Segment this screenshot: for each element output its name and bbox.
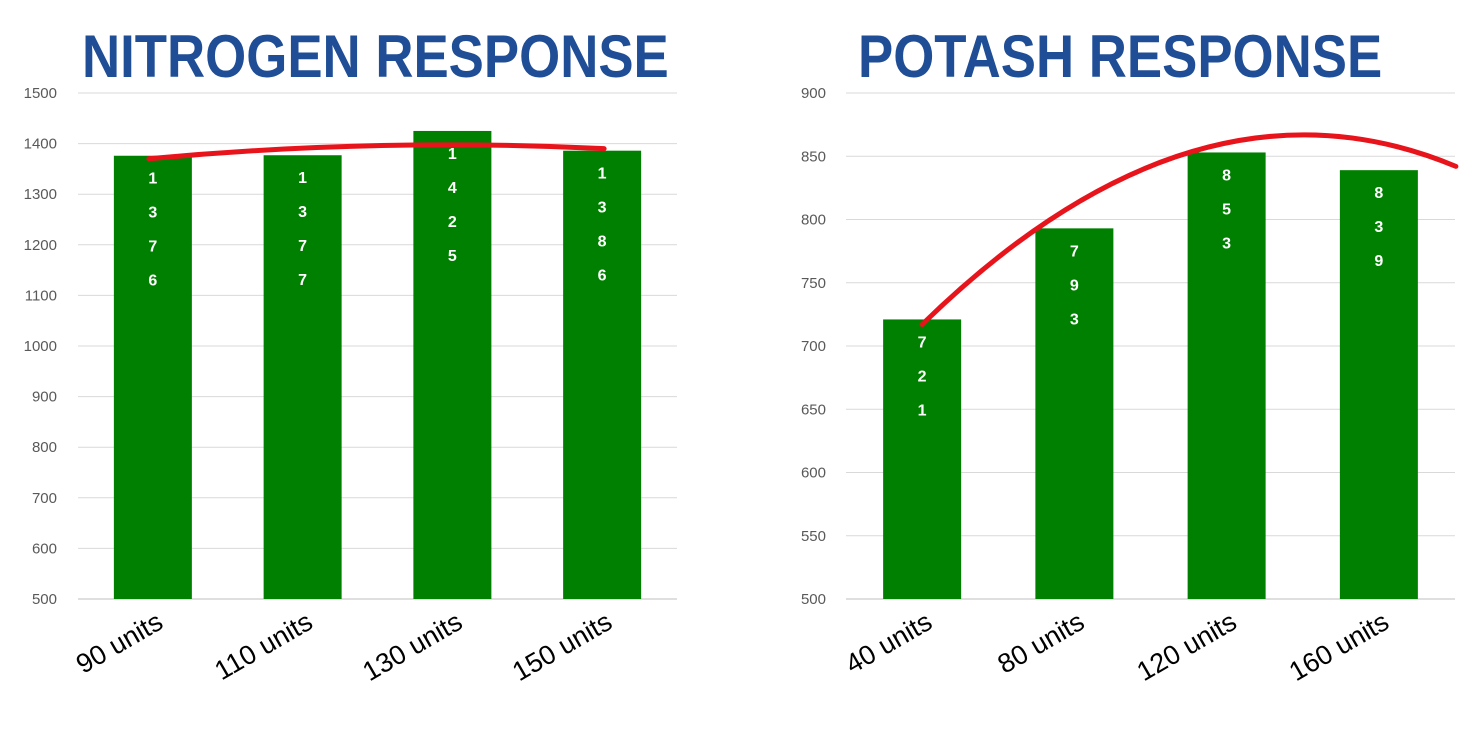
potash-data-label: 7 2 1 bbox=[918, 334, 927, 419]
nitrogen-data-label-digit: 7 bbox=[298, 238, 307, 255]
potash-y-tick-label: 700 bbox=[801, 338, 826, 355]
nitrogen-y-tick-label: 600 bbox=[32, 540, 57, 557]
potash-category-label: 40 units bbox=[840, 606, 937, 679]
potash-data-label-digit: 2 bbox=[918, 368, 927, 385]
nitrogen-data-label: 1 3 7 6 bbox=[148, 171, 157, 290]
nitrogen-data-label: 1 4 2 5 bbox=[448, 146, 457, 265]
nitrogen-data-label-digit: 1 bbox=[148, 171, 157, 188]
nitrogen-bar bbox=[113, 155, 192, 599]
nitrogen-data-label-digit: 3 bbox=[598, 200, 607, 217]
potash-bar bbox=[1035, 228, 1114, 600]
nitrogen-y-tick-label: 1100 bbox=[25, 287, 57, 304]
nitrogen-data-label-digit: 3 bbox=[148, 205, 157, 222]
nitrogen-y-tick-label: 800 bbox=[32, 439, 57, 456]
potash-data-label-digit: 9 bbox=[1374, 253, 1383, 270]
potash-chart-title: POTASH RESPONSE bbox=[858, 23, 1383, 90]
nitrogen-data-label-digit: 3 bbox=[298, 204, 307, 221]
potash-y-tick-label: 550 bbox=[801, 528, 826, 545]
nitrogen-bar bbox=[263, 155, 342, 599]
nitrogen-data-label: 1 3 7 7 bbox=[298, 170, 307, 289]
potash-y-tick-label: 800 bbox=[801, 212, 826, 229]
potash-category-label: 120 units bbox=[1132, 606, 1242, 687]
nitrogen-bar bbox=[563, 150, 642, 599]
nitrogen-data-label-digit: 2 bbox=[448, 214, 457, 231]
nitrogen-y-tick-label: 1400 bbox=[24, 136, 57, 153]
potash-category-label: 80 units bbox=[992, 606, 1089, 679]
nitrogen-data-label-digit: 4 bbox=[448, 180, 457, 197]
potash-category-label: 160 units bbox=[1284, 606, 1394, 687]
nitrogen-data-label-digit: 6 bbox=[598, 268, 607, 285]
nitrogen-chart-title: NITROGEN RESPONSE bbox=[82, 23, 669, 90]
nitrogen-data-label: 1 3 8 6 bbox=[598, 166, 607, 285]
nitrogen-data-label-digit: 7 bbox=[148, 239, 157, 256]
potash-data-label-digit: 8 bbox=[1374, 185, 1383, 202]
nitrogen-y-tick-label: 1500 bbox=[24, 85, 57, 102]
nitrogen-y-tick-label: 700 bbox=[32, 490, 57, 507]
potash-y-tick-label: 600 bbox=[801, 465, 826, 482]
nitrogen-data-label-digit: 1 bbox=[448, 146, 457, 163]
nitrogen-y-tick-label: 1200 bbox=[24, 237, 57, 254]
potash-data-label-digit: 5 bbox=[1222, 201, 1231, 218]
potash-data-label: 8 5 3 bbox=[1222, 167, 1231, 252]
potash-data-label-digit: 9 bbox=[1070, 277, 1079, 294]
nitrogen-y-tick-label: 900 bbox=[32, 389, 57, 406]
potash-data-label: 8 3 9 bbox=[1374, 185, 1383, 270]
nitrogen-y-tick-label: 1000 bbox=[24, 338, 57, 355]
potash-data-label-digit: 1 bbox=[918, 402, 927, 419]
potash-bar bbox=[1187, 152, 1266, 599]
nitrogen-trend-line bbox=[146, 142, 607, 162]
potash-y-tick-label: 500 bbox=[801, 591, 826, 608]
potash-y-tick-label: 900 bbox=[801, 85, 826, 102]
potash-bar bbox=[1339, 170, 1418, 600]
nitrogen-data-label-digit: 6 bbox=[148, 273, 157, 290]
nitrogen-data-label-digit: 1 bbox=[298, 170, 307, 187]
potash-y-tick-label: 750 bbox=[801, 275, 826, 292]
nitrogen-data-label-digit: 5 bbox=[448, 248, 457, 265]
potash-data-label-digit: 7 bbox=[1070, 243, 1079, 260]
nitrogen-y-tick-label: 1300 bbox=[24, 186, 57, 203]
nitrogen-bar bbox=[413, 130, 492, 599]
potash-y-tick-label: 650 bbox=[801, 401, 826, 418]
nitrogen-data-label-digit: 8 bbox=[598, 234, 607, 251]
potash-bar bbox=[883, 319, 962, 599]
potash-data-label: 7 9 3 bbox=[1070, 243, 1079, 328]
nitrogen-data-label-digit: 7 bbox=[298, 272, 307, 289]
potash-data-label-digit: 3 bbox=[1222, 235, 1231, 252]
potash-data-label-digit: 7 bbox=[918, 334, 927, 351]
potash-trend-line bbox=[919, 132, 1459, 327]
potash-data-label-digit: 3 bbox=[1070, 311, 1079, 328]
potash-y-tick-label: 850 bbox=[801, 148, 826, 165]
potash-data-label-digit: 3 bbox=[1374, 219, 1383, 236]
nitrogen-data-label-digit: 1 bbox=[598, 166, 607, 183]
nitrogen-y-tick-label: 500 bbox=[32, 591, 57, 608]
potash-data-label-digit: 8 bbox=[1222, 167, 1231, 184]
